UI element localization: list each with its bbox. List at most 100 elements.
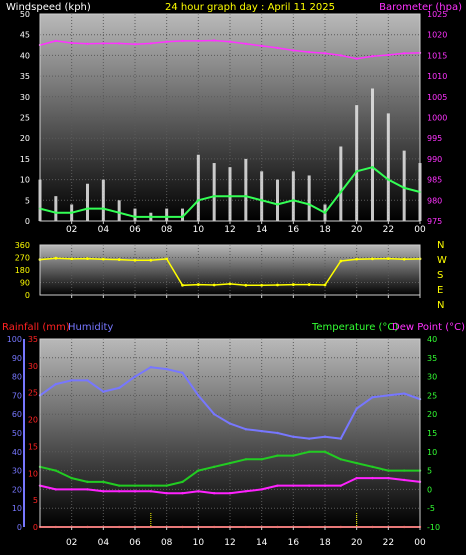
dewpoint-line-point	[86, 488, 89, 491]
temperature-line-point	[149, 484, 153, 487]
humidity-line-point	[402, 392, 406, 395]
y-tick-label: 1005	[427, 93, 447, 102]
wind-direction-point	[339, 259, 343, 263]
dewpoint-line-point	[339, 484, 343, 487]
y-tick-label: 1020	[427, 31, 447, 40]
windspeed-axis-title: Windspeed (kph)	[6, 2, 91, 13]
humidity-line-point	[117, 386, 121, 390]
x-tick-label: 20	[351, 538, 363, 548]
x-tick-label: 16	[288, 225, 300, 235]
temperature-line-point	[292, 454, 295, 457]
y-tick-label: 0	[33, 523, 38, 532]
temperature-line-point	[117, 484, 121, 487]
temperature-line-point	[402, 469, 406, 472]
wind-direction-point	[371, 257, 374, 261]
wind-average-line-point	[70, 211, 73, 214]
plot-border	[39, 244, 421, 296]
y-tick-label: 40	[20, 51, 30, 60]
wind-direction-point	[260, 283, 264, 287]
y-tick-label: 990	[427, 155, 442, 164]
x-tick-label: 02	[66, 225, 77, 235]
x-tick-label: 10	[193, 225, 205, 235]
x-tick-label: 04	[98, 538, 110, 548]
y-tick-label: 1010	[427, 72, 447, 81]
y-tick-label: 980	[427, 196, 442, 205]
plot-border	[39, 13, 421, 222]
barometer-line-point	[307, 50, 311, 54]
y-tick-label: 1015	[427, 51, 447, 60]
wind-average-line-point	[86, 207, 89, 210]
dewpoint-line-point	[276, 484, 279, 487]
humidity-line-point	[86, 379, 89, 382]
rainfall-axis-title: Rainfall (mm)	[2, 322, 70, 333]
wind-direction-point	[323, 283, 327, 287]
temperature-line-point	[355, 461, 358, 465]
barometer-line-point	[181, 39, 184, 43]
humidity-line-point	[181, 371, 184, 375]
y-tick-label: -5	[427, 504, 435, 513]
humidity-line-point	[212, 413, 216, 416]
y-tick-label: 90	[12, 354, 22, 363]
wind-direction-point	[165, 257, 169, 261]
dewpoint-axis-title: Dew Point (°C)	[392, 322, 465, 333]
wind-direction-point	[54, 256, 58, 260]
temperature-line-point	[54, 469, 58, 472]
barometer-line-point	[102, 42, 105, 45]
dewpoint-line-point	[149, 490, 153, 493]
barometer-axis-title: Barometer (hpa)	[379, 2, 462, 13]
temperature-line-point	[307, 450, 311, 453]
dewpoint-line-point	[244, 490, 248, 493]
dewpoint-line-point	[117, 490, 121, 493]
x-tick-label: 00	[414, 225, 426, 235]
wind-direction-point	[291, 283, 295, 286]
wind-direction-point	[86, 257, 89, 261]
graph-title: 24 hour graph day : April 11 2025	[165, 2, 335, 13]
wind-average-line-point	[181, 215, 184, 219]
dewpoint-line-point	[54, 488, 58, 491]
compass-label: N	[437, 240, 444, 251]
y-tick-label: 995	[427, 134, 442, 143]
humidity-line-point	[165, 367, 168, 371]
wind-average-line-point	[307, 203, 311, 206]
y-tick-label: 20	[20, 134, 30, 143]
temperature-line-point	[133, 484, 137, 487]
barometer-line-point	[387, 53, 390, 57]
y-tick-label: 985	[427, 176, 442, 185]
humidity-line-point	[355, 407, 358, 410]
barometer-line-point	[86, 42, 89, 46]
y-tick-label: 15	[28, 442, 38, 451]
y-tick-label: 45	[20, 31, 30, 40]
y-tick-label: 10	[12, 504, 22, 513]
wind-direction-point	[133, 258, 137, 262]
y-tick-label: -10	[427, 523, 440, 532]
temperature-line-point	[323, 450, 327, 453]
barometer-line-point	[339, 54, 343, 57]
dewpoint-line-point	[402, 478, 406, 482]
wind-average-line-point	[133, 215, 137, 219]
barometer-line-point	[228, 40, 232, 43]
x-tick-label: 06	[129, 538, 141, 548]
humidity-line-point	[149, 366, 153, 369]
y-tick-label: 25	[28, 389, 38, 398]
y-tick-label: 5	[25, 196, 30, 205]
wind-average-line-point	[323, 211, 327, 214]
dewpoint-line-point	[212, 491, 216, 495]
y-tick-label: 35	[20, 72, 30, 81]
barometer-line-point	[276, 46, 279, 50]
wind-direction-point	[181, 283, 184, 287]
barometer-line-point	[54, 39, 58, 43]
barometer-line-point	[244, 42, 248, 46]
humidity-line-point	[102, 390, 105, 393]
x-tick-label: 08	[161, 538, 173, 548]
wind-direction-point	[196, 283, 200, 286]
temperature-line-point	[197, 469, 200, 472]
dewpoint-line-point	[133, 490, 137, 493]
wind-average-line-point	[149, 215, 153, 219]
y-tick-label: 1025	[427, 10, 447, 19]
dewpoint-line-point	[323, 484, 327, 487]
humidity-line-point	[70, 379, 73, 382]
y-tick-label: 35	[427, 354, 437, 363]
y-tick-label: 0	[427, 485, 432, 494]
y-tick-label: 10	[28, 469, 38, 478]
wind-average-line-point	[244, 194, 248, 198]
